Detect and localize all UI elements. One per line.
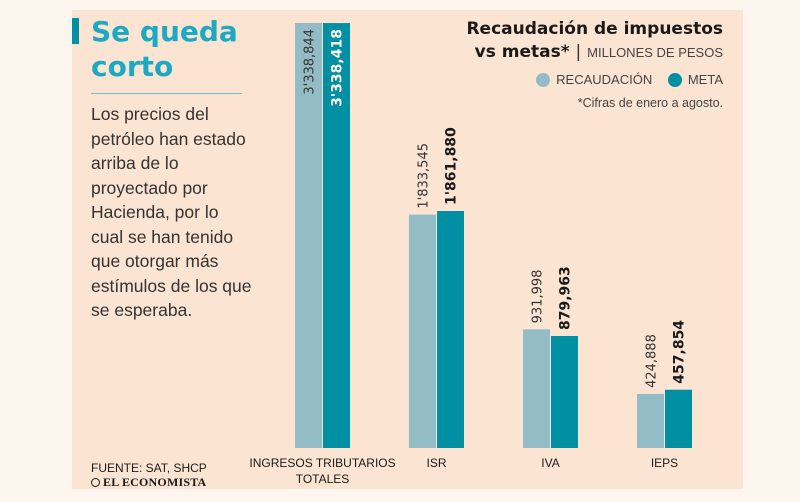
headline: Se queda corto: [91, 15, 238, 83]
chart-footnote: *Cifras de enero a agosto.: [577, 96, 723, 110]
legend-item-recaudacion: RECAUDACIÓN: [536, 72, 652, 87]
bar-chart: 3'338,844 3'338,418 INGRESOS TRIBUTARIOS TO…: [249, 23, 692, 486]
data-label-meta-isr: 1'861,880: [444, 127, 460, 205]
bar-recaudacion-iva: [523, 329, 550, 448]
chart-units: MILLONES DE PESOS: [587, 45, 723, 60]
category-label-isr: ISR: [426, 456, 446, 470]
legend-label-recaudacion: RECAUDACIÓN: [556, 72, 653, 87]
data-label-meta-ingresos-tributarios-totales: 3'338,418: [330, 29, 346, 107]
category-label-ingresos-tributarios-totales-line1: INGRESOS TRIBUTARIOS: [249, 456, 395, 470]
infographic-frame: Se queda corto Los precios del petróleo …: [72, 10, 743, 489]
chart-title-line1: Recaudación de impuestos: [466, 19, 723, 39]
data-label-recaudacion-iva: 931,998: [531, 270, 546, 324]
legend-dot-meta: [667, 72, 682, 87]
category-label-ingresos-tributarios-totales-line2: TOTALES: [296, 472, 350, 486]
logo-text: EL ECONOMISTA: [103, 475, 207, 489]
bar-meta-ieps: [665, 389, 692, 448]
bar-meta-isr: [437, 211, 464, 448]
category-label-iva: IVA: [541, 456, 559, 470]
source-note: FUENTE: SAT, SHCP: [91, 461, 207, 475]
data-label-meta-ieps: 457,854: [672, 320, 688, 384]
bar-recaudacion-ieps: [637, 393, 664, 448]
chart-title: Recaudación de impuestos vs metas* | MIL…: [466, 18, 723, 64]
legend-dot-recaudacion: [536, 72, 551, 87]
legend-item-meta: META: [667, 72, 723, 87]
bar-recaudacion-isr: [409, 214, 436, 448]
article-body: Los precios del petróleo han estado arri…: [91, 104, 252, 320]
data-label-recaudacion-ieps: 424,888: [645, 334, 660, 388]
legend-label-meta: META: [687, 72, 723, 87]
data-label-recaudacion-ingresos-tributarios-totales: 3'338,844: [303, 29, 318, 95]
bar-meta-ingresos-tributarios-totales: [323, 23, 350, 448]
headline-accent-bar: [72, 18, 79, 44]
data-label-meta-iva: 879,963: [558, 266, 574, 330]
publisher-logo: EL ECONOMISTA: [91, 475, 206, 489]
bar-recaudacion-ingresos-tributarios-totales: [295, 23, 322, 448]
logo-icon: [91, 478, 100, 487]
chart-title-emph: vs metas*: [474, 42, 570, 62]
title-separator: |: [575, 42, 582, 62]
data-label-recaudacion-isr: 1'833,545: [417, 143, 432, 209]
chart-title-line2: vs metas* | MILLONES DE PESOS: [466, 41, 723, 64]
headline-divider: [91, 93, 242, 94]
bar-meta-iva: [551, 335, 578, 448]
chart-legend: RECAUDACIÓN META: [524, 72, 723, 90]
category-label-ieps: IEPS: [651, 456, 678, 470]
